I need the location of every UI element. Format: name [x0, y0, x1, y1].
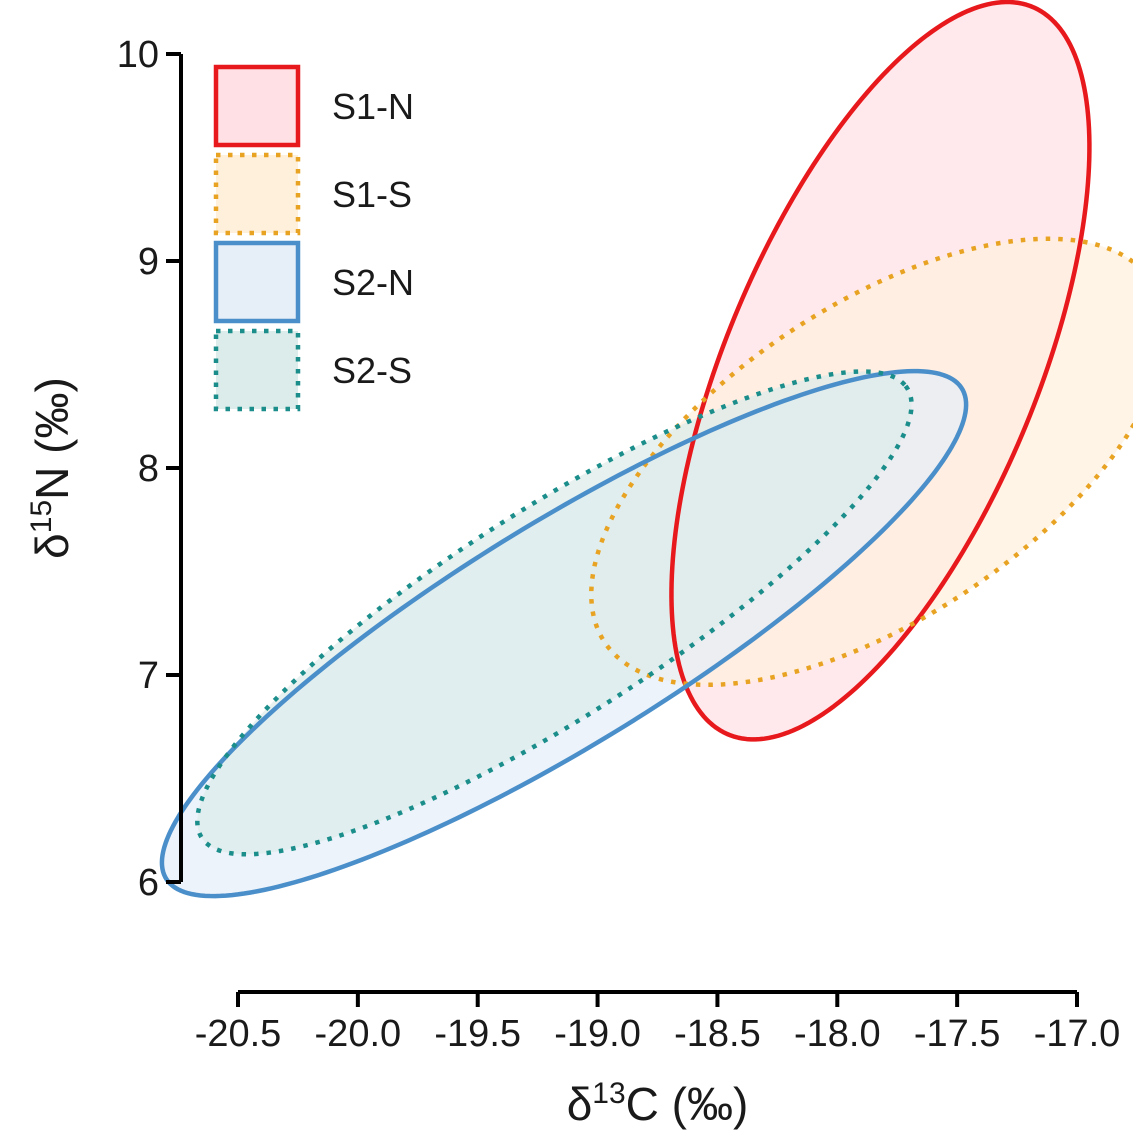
x-tick-label: -17.5 [914, 1013, 1001, 1055]
legend-swatch-fill [216, 243, 298, 321]
legend-swatch-s1-n [213, 64, 301, 148]
ellipse-outline-s2-s [195, 369, 914, 857]
ellipse-outline-s1-s [589, 236, 1133, 688]
legend-swatch-s1-s [213, 152, 301, 236]
legend-label: S2-S [332, 350, 412, 391]
y-tick-label: 6 [138, 862, 159, 904]
y-tick-label: 10 [117, 34, 159, 76]
axes-layer: 6 7 8 9 10 -20.5 -20.0 -19.5 -19.0 -18.5 -18.0 -17.… [25, 34, 1120, 1130]
x-axis-title: δ13C (‰) [567, 1077, 749, 1130]
y-tick-label: 9 [138, 241, 159, 283]
legend-label: S1-N [332, 86, 414, 127]
legend: S1-N S1-S S2-N S2-S [213, 64, 414, 412]
y-tick-label: 7 [138, 655, 159, 697]
legend-swatch-s2-s [213, 328, 301, 412]
x-tick-label: -18.5 [674, 1013, 761, 1055]
legend-swatch-fill [216, 67, 298, 145]
legend-swatch-s2-n [213, 240, 301, 324]
y-axis-title: δ15N (‰) [25, 377, 78, 559]
legend-swatch-fill [216, 155, 298, 233]
x-tick-label: -19.5 [434, 1013, 521, 1055]
x-tick-label: -19.0 [554, 1013, 641, 1055]
ellipse-fill-s2-s [197, 371, 912, 855]
x-tick-label: -20.5 [195, 1013, 282, 1055]
legend-swatch-fill [216, 331, 298, 409]
x-tick-label: -20.0 [315, 1013, 402, 1055]
legend-label: S2-N [332, 262, 414, 303]
y-tick-label: 8 [138, 448, 159, 490]
ellipse-outline-s1-n [669, 0, 1092, 742]
x-tick-label: -17.0 [1034, 1013, 1121, 1055]
x-tick-label: -18.0 [794, 1013, 881, 1055]
ellipse-layer [159, 0, 1133, 899]
legend-label: S1-S [332, 174, 412, 215]
